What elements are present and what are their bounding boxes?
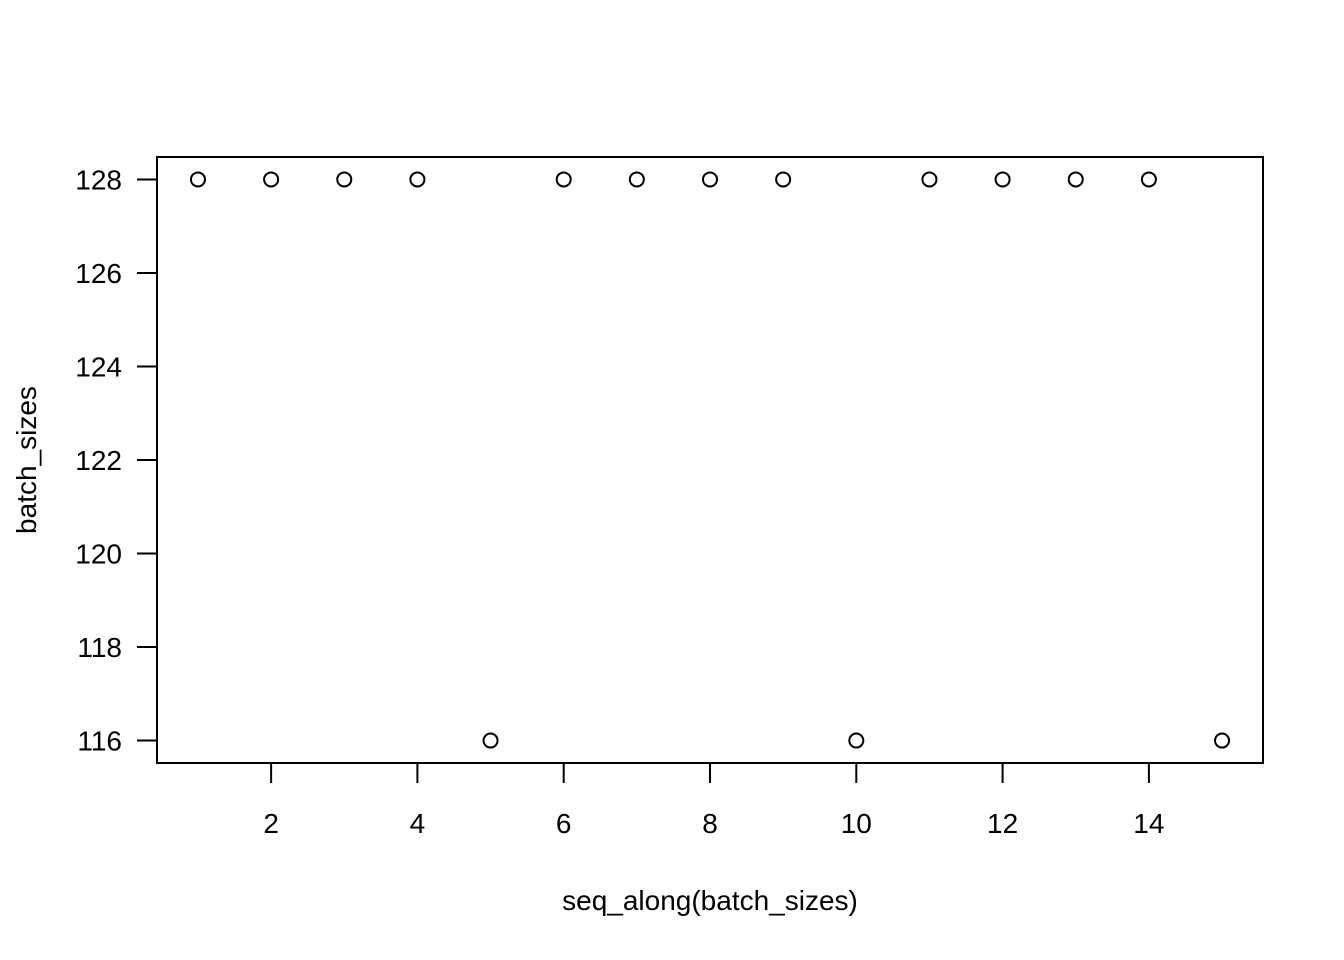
data-point bbox=[994, 171, 1011, 188]
data-point bbox=[1067, 171, 1084, 188]
x-tick-label: 12 bbox=[987, 808, 1018, 839]
data-point bbox=[628, 171, 645, 188]
x-axis: 2 4 6 8 10 12 14 bbox=[263, 762, 1164, 839]
x-tick-label: 8 bbox=[702, 808, 718, 839]
data-point bbox=[1214, 732, 1231, 749]
y-tick-label: 124 bbox=[75, 351, 122, 382]
data-point bbox=[702, 171, 718, 188]
x-tick-label: 2 bbox=[263, 808, 279, 839]
data-point bbox=[482, 732, 499, 749]
y-tick-label: 116 bbox=[77, 726, 122, 757]
y-axis: 116 118 120 122 124 126 128 bbox=[75, 164, 158, 757]
data-point bbox=[263, 171, 280, 188]
plot-frame bbox=[156, 156, 1264, 764]
data-point bbox=[1140, 171, 1157, 188]
x-tick-label: 14 bbox=[1133, 808, 1164, 839]
y-tick-label: 118 bbox=[77, 632, 122, 663]
data-point bbox=[336, 171, 353, 188]
x-tick-label: 4 bbox=[410, 808, 426, 839]
data-points bbox=[189, 171, 1231, 749]
data-point bbox=[409, 171, 426, 188]
y-tick-label: 126 bbox=[75, 258, 122, 289]
data-point bbox=[921, 171, 938, 188]
y-tick-label: 120 bbox=[75, 539, 122, 570]
y-axis-title: batch_sizes bbox=[11, 386, 42, 534]
x-axis-title: seq_along(batch_sizes) bbox=[562, 885, 858, 916]
data-point bbox=[189, 171, 206, 188]
y-tick-label: 122 bbox=[75, 445, 122, 476]
y-tick-label: 128 bbox=[75, 164, 122, 195]
x-tick-label: 6 bbox=[556, 808, 572, 839]
data-point bbox=[775, 171, 792, 188]
data-point bbox=[555, 171, 572, 188]
data-point bbox=[848, 732, 865, 749]
x-tick-label: 10 bbox=[841, 808, 872, 839]
